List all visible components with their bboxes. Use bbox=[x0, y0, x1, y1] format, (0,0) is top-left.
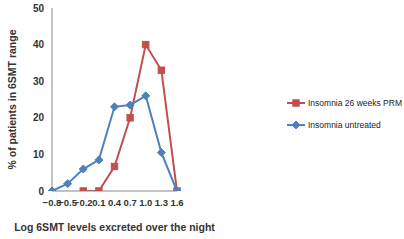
svg-text:1.0: 1.0 bbox=[139, 197, 152, 208]
svg-text:% of patients in 6SMT range: % of patients in 6SMT range bbox=[8, 29, 18, 169]
svg-text:50: 50 bbox=[33, 3, 45, 14]
svg-text:1.3: 1.3 bbox=[155, 197, 168, 208]
svg-text:0.1: 0.1 bbox=[92, 197, 106, 208]
svg-text:Log 6SMT levels excreted over: Log 6SMT levels excreted over the night bbox=[14, 221, 215, 233]
html-text:Insomnia 26 weeks PRM: Insomnia 26 weeks PRM bbox=[308, 97, 402, 108]
svg-text:40: 40 bbox=[33, 39, 45, 50]
svg-text:−0.8: −0.8 bbox=[42, 196, 62, 208]
svg-text:0.7: 0.7 bbox=[124, 197, 137, 208]
html-text:Insomnia untreated: Insomnia untreated bbox=[308, 119, 381, 130]
svg-text:0.4: 0.4 bbox=[108, 197, 122, 208]
svg-text:−0.2: −0.2 bbox=[74, 197, 93, 208]
svg-text:30: 30 bbox=[33, 76, 45, 87]
svg-text:1.6: 1.6 bbox=[170, 197, 183, 208]
svg-text:−0.5: −0.5 bbox=[58, 196, 77, 208]
svg-text:0: 0 bbox=[38, 186, 44, 197]
svg-text:20: 20 bbox=[33, 112, 45, 123]
svg-text:10: 10 bbox=[33, 149, 45, 160]
